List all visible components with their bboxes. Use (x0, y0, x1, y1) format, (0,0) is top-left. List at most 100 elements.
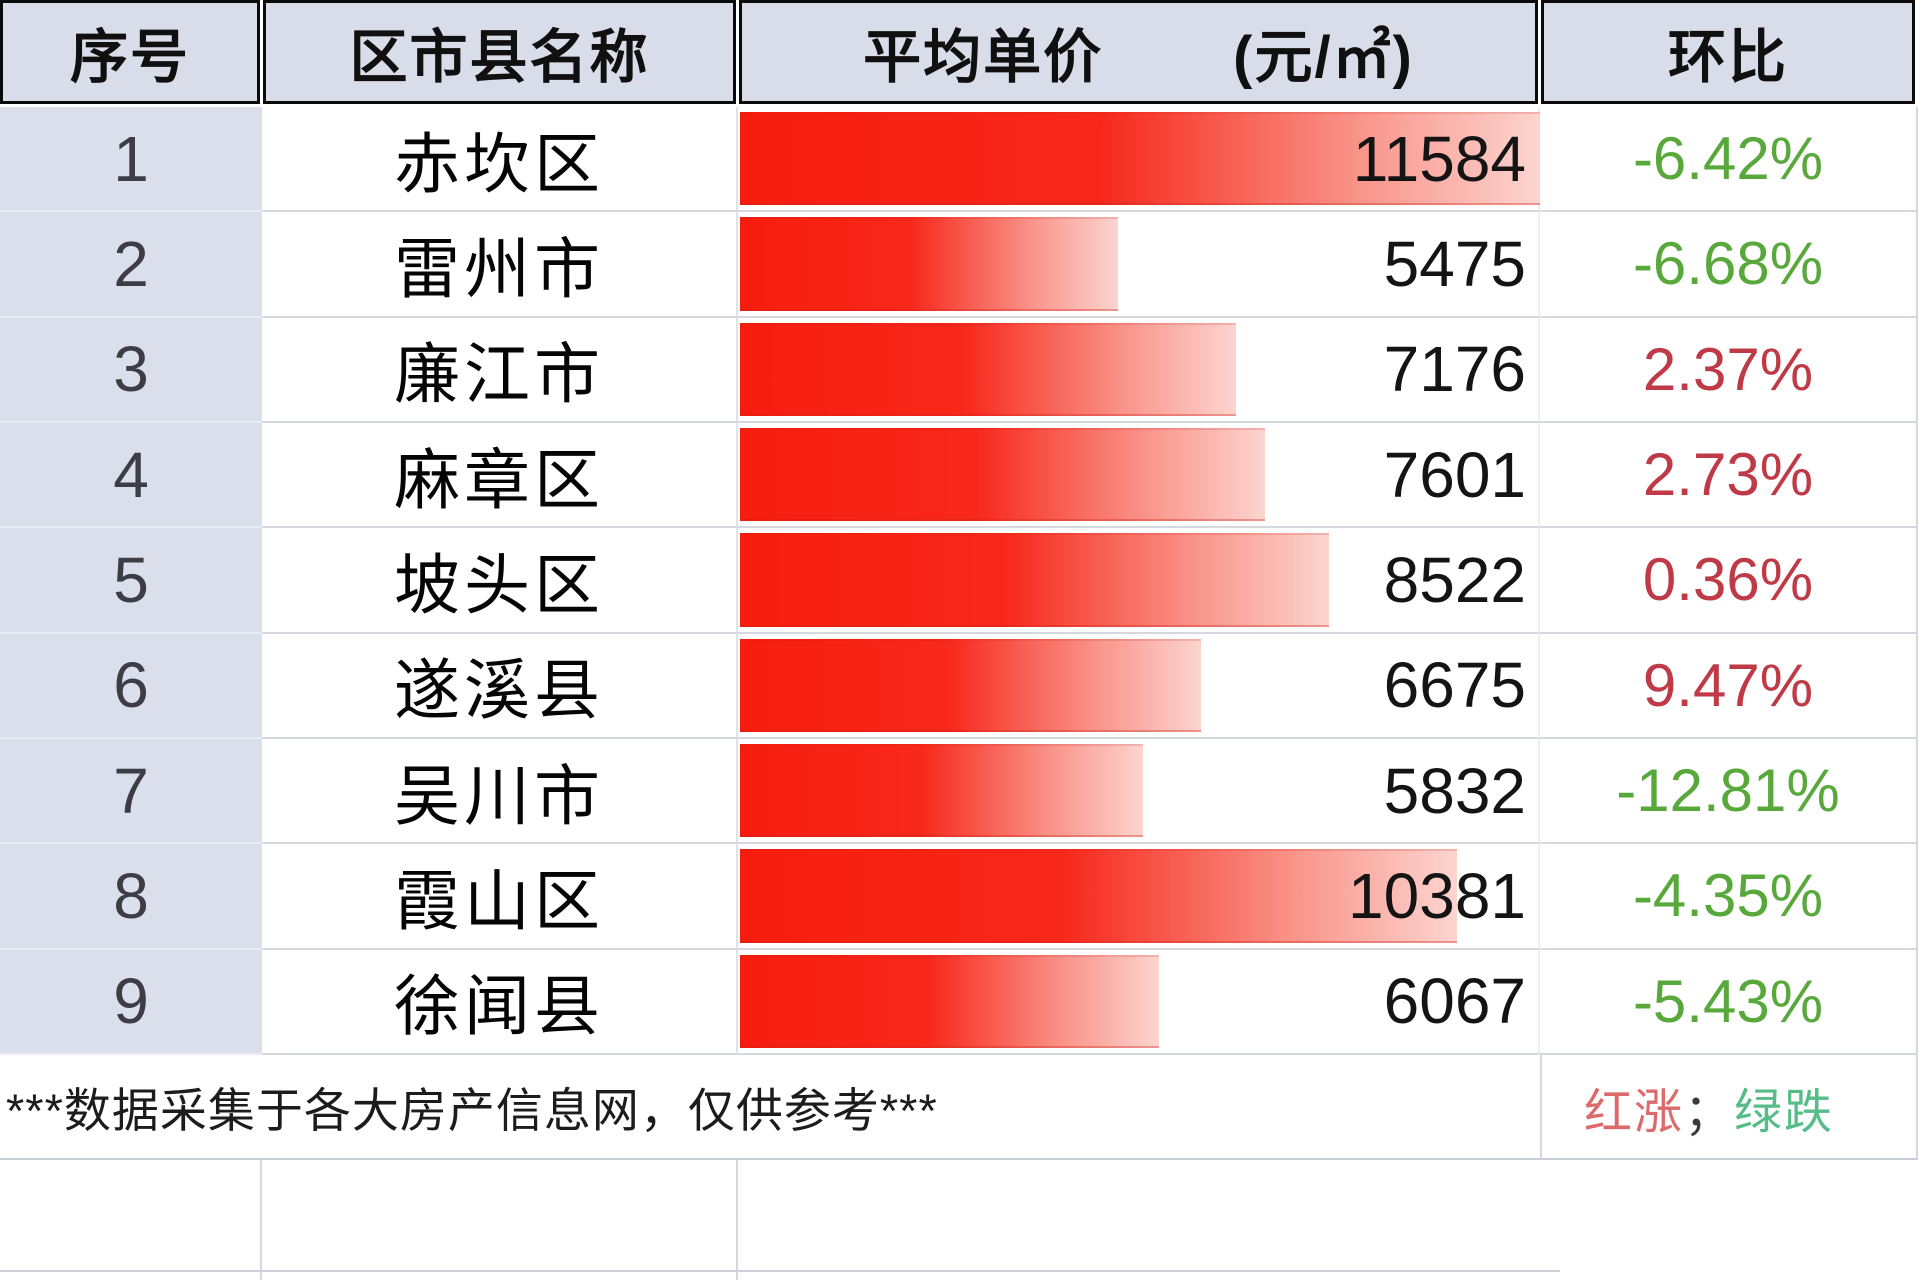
price-data-bar (740, 849, 1457, 943)
cell-index[interactable]: 4 (0, 422, 262, 529)
cell-average-price[interactable]: 11584 (738, 107, 1540, 213)
row-index: 3 (113, 333, 149, 406)
table-header-row: 序号 区市县名称 平均单价 (元/㎡) 环比 (0, 0, 1918, 104)
average-price-value: 11584 (1352, 122, 1526, 195)
header-index-label: 序号 (69, 25, 190, 90)
table-row: 2 雷州市 5475 -6.68% (0, 212, 1918, 318)
legend-red-rise: 红涨 (1584, 1085, 1685, 1139)
data-source-note: ***数据采集于各大房产信息网，仅供参考*** (6, 1084, 938, 1137)
header-name-label: 区市县名称 (349, 25, 650, 90)
table-row: 3 廉江市 7176 2.37% (0, 317, 1918, 423)
cell-index[interactable]: 3 (0, 317, 262, 423)
mom-change-value: 2.37% (1642, 335, 1814, 403)
row-index: 6 (113, 649, 149, 722)
price-data-bar (740, 217, 1119, 311)
cell-district-name[interactable]: 廉江市 (262, 317, 738, 423)
gridline-vertical-col2-stub (736, 1272, 738, 1280)
header-cell-average-price[interactable]: 平均单价 (元/㎡) (739, 0, 1538, 104)
cell-color-legend[interactable]: 红涨 ； 绿跌 (1540, 1055, 1918, 1160)
table-row: 9 徐闻县 6067 -5.43% (0, 949, 1918, 1055)
cell-index[interactable]: 7 (0, 738, 262, 845)
legend-separator: ； (1684, 1085, 1735, 1139)
cell-average-price[interactable]: 5832 (738, 738, 1540, 845)
cell-mom-change[interactable]: -5.43% (1540, 949, 1918, 1055)
header-cell-index[interactable]: 序号 (0, 0, 260, 104)
cell-district-name[interactable]: 坡头区 (262, 528, 738, 634)
cell-index[interactable]: 2 (0, 212, 262, 318)
mom-change-value: -6.68% (1632, 230, 1824, 298)
mom-change-value: -5.43% (1632, 967, 1824, 1035)
cell-index[interactable]: 9 (0, 949, 262, 1055)
district-name: 廉江市 (394, 337, 604, 412)
cell-index[interactable]: 6 (0, 633, 262, 739)
price-data-bar (740, 112, 1540, 206)
row-index: 8 (113, 859, 149, 932)
price-data-bar (740, 322, 1236, 416)
row-index: 9 (113, 965, 149, 1038)
cell-average-price[interactable]: 6067 (738, 949, 1540, 1055)
cell-mom-change[interactable]: -6.68% (1540, 212, 1918, 318)
price-data-bar (740, 954, 1159, 1048)
district-name: 赤坎区 (394, 126, 604, 201)
mom-change-value: 0.36% (1642, 546, 1814, 614)
cell-average-price[interactable]: 6675 (738, 633, 1540, 739)
header-change-label: 环比 (1667, 25, 1788, 90)
table-footer-row: ***数据采集于各大房产信息网，仅供参考*** 红涨 ； 绿跌 (0, 1055, 1918, 1160)
header-cell-district-name[interactable]: 区市县名称 (263, 0, 736, 104)
district-name: 雷州市 (394, 231, 604, 306)
row-index: 7 (113, 754, 149, 827)
cell-index[interactable]: 1 (0, 107, 262, 213)
row-index: 2 (113, 227, 149, 300)
cell-index[interactable]: 8 (0, 844, 262, 950)
cell-district-name[interactable]: 吴川市 (262, 738, 738, 845)
average-price-value: 6675 (1383, 649, 1526, 722)
price-data-bar (740, 427, 1265, 522)
cell-mom-change[interactable]: 2.37% (1540, 317, 1918, 423)
table-row: 7 吴川市 5832 -12.81% (0, 738, 1918, 845)
mom-change-value: 9.47% (1642, 651, 1814, 719)
gridline-horizontal-bottom (0, 1270, 1560, 1272)
cell-index[interactable]: 5 (0, 528, 262, 634)
cell-mom-change[interactable]: -12.81% (1540, 738, 1918, 845)
cell-district-name[interactable]: 赤坎区 (262, 107, 738, 213)
gridline-vertical-col1 (260, 1160, 262, 1272)
table-row: 6 遂溪县 6675 9.47% (0, 633, 1918, 739)
cell-average-price[interactable]: 10381 (738, 844, 1540, 950)
cell-average-price[interactable]: 7176 (738, 317, 1540, 423)
district-name: 霞山区 (394, 863, 604, 938)
mom-change-value: -6.42% (1632, 125, 1824, 193)
cell-district-name[interactable]: 霞山区 (262, 844, 738, 950)
district-name: 徐闻县 (394, 969, 604, 1044)
row-index: 4 (113, 438, 149, 511)
cell-district-name[interactable]: 徐闻县 (262, 949, 738, 1055)
cell-mom-change[interactable]: -6.42% (1540, 107, 1918, 213)
price-data-bar (740, 533, 1329, 627)
cell-mom-change[interactable]: 9.47% (1540, 633, 1918, 739)
cell-mom-change[interactable]: 2.73% (1540, 422, 1918, 529)
table-row: 8 霞山区 10381 -4.35% (0, 844, 1918, 950)
cell-data-source-note[interactable]: ***数据采集于各大房产信息网，仅供参考*** (0, 1055, 1540, 1160)
cell-mom-change[interactable]: 0.36% (1540, 528, 1918, 634)
row-index: 1 (113, 122, 149, 195)
cell-average-price[interactable]: 5475 (738, 212, 1540, 318)
cell-mom-change[interactable]: -4.35% (1540, 844, 1918, 950)
average-price-value: 5475 (1383, 227, 1526, 300)
table-row: 5 坡头区 8522 0.36% (0, 528, 1918, 634)
row-index: 5 (113, 543, 149, 616)
district-name: 坡头区 (394, 547, 604, 622)
header-cell-mom-change[interactable]: 环比 (1541, 0, 1915, 104)
mom-change-value: -4.35% (1632, 862, 1824, 930)
cell-district-name[interactable]: 遂溪县 (262, 633, 738, 739)
cell-district-name[interactable]: 雷州市 (262, 212, 738, 318)
cell-average-price[interactable]: 8522 (738, 528, 1540, 634)
cell-average-price[interactable]: 7601 (738, 422, 1540, 529)
average-price-value: 7601 (1383, 438, 1526, 511)
mom-change-value: 2.73% (1642, 441, 1814, 509)
district-name: 吴川市 (394, 758, 604, 833)
legend-green-fall: 绿跌 (1734, 1085, 1835, 1139)
table-row: 4 麻章区 7601 2.73% (0, 422, 1918, 529)
mom-change-value: -12.81% (1616, 757, 1840, 825)
average-price-value: 10381 (1348, 859, 1526, 932)
cell-district-name[interactable]: 麻章区 (262, 422, 738, 529)
average-price-value: 8522 (1383, 543, 1526, 616)
